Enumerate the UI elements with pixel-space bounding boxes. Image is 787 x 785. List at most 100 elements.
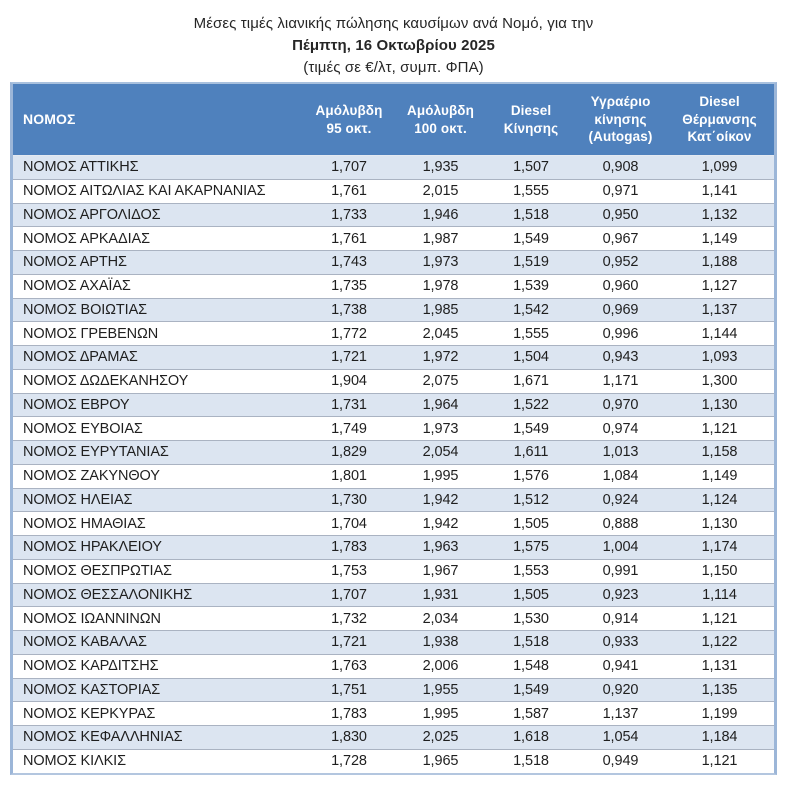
price-cell: 0,974 (576, 416, 665, 441)
prefecture-name: ΝΟΜΟΣ ΔΡΑΜΑΣ (13, 345, 303, 370)
price-cell: 1,935 (395, 155, 486, 180)
table-row: ΝΟΜΟΣ ΔΩΔΕΚΑΝΗΣΟΥ 1,904 2,075 1,671 1,171 1,3… (13, 368, 774, 393)
price-cell: 1,199 (665, 701, 774, 726)
price-cell: 1,512 (486, 487, 576, 512)
price-cell: 1,965 (395, 748, 486, 773)
price-cell: 1,721 (303, 345, 395, 370)
table-row: ΝΟΜΟΣ ΚΕΦΑΛΛΗΝΙΑΣ 1,830 2,025 1,618 1,054 1,1… (13, 725, 774, 750)
price-cell: 0,933 (576, 630, 665, 655)
price-cell: 2,054 (395, 440, 486, 465)
price-cell: 1,084 (576, 463, 665, 488)
column-header-2: Αμόλυβδη 100 οκτ. (395, 84, 486, 156)
prefecture-name: ΝΟΜΟΣ ΔΩΔΕΚΑΝΗΣΟΥ (13, 368, 303, 393)
prefecture-name: ΝΟΜΟΣ ΚΙΛΚΙΣ (13, 748, 303, 773)
prefecture-name: ΝΟΜΟΣ ΑΤΤΙΚΗΣ (13, 155, 303, 180)
table-row: ΝΟΜΟΣ ΖΑΚΥΝΘΟΥ 1,801 1,995 1,576 1,084 1,149 (13, 463, 774, 488)
price-cell: 1,135 (665, 677, 774, 702)
prefecture-name: ΝΟΜΟΣ ΑΙΤΩΛΙΑΣ ΚΑΙ ΑΚΑΡΝΑΝΙΑΣ (13, 178, 303, 203)
price-cell: 1,931 (395, 582, 486, 607)
price-cell: 1,518 (486, 748, 576, 773)
price-cell: 1,830 (303, 725, 395, 750)
price-cell: 1,733 (303, 202, 395, 227)
price-cell: 1,507 (486, 155, 576, 180)
price-cell: 1,671 (486, 368, 576, 393)
price-cell: 1,149 (665, 463, 774, 488)
price-cell: 2,025 (395, 725, 486, 750)
prefecture-name: ΝΟΜΟΣ ΑΡΤΗΣ (13, 250, 303, 275)
price-cell: 1,519 (486, 250, 576, 275)
prefecture-name: ΝΟΜΟΣ ΑΡΓΟΛΙΔΟΣ (13, 202, 303, 227)
column-header-5: Diesel Θέρμανσης Κατ΄οίκον (665, 84, 774, 156)
column-header-1: Αμόλυβδη 95 οκτ. (303, 84, 395, 156)
price-cell: 1,530 (486, 606, 576, 631)
prefecture-name: ΝΟΜΟΣ ΚΕΦΑΛΛΗΝΙΑΣ (13, 725, 303, 750)
prefecture-name: ΝΟΜΟΣ ΕΒΡΟΥ (13, 392, 303, 417)
price-cell: 1,137 (665, 297, 774, 322)
price-cell: 1,995 (395, 463, 486, 488)
price-cell: 0,914 (576, 606, 665, 631)
price-cell: 1,743 (303, 250, 395, 275)
prefecture-name: ΝΟΜΟΣ ΚΑΒΑΛΑΣ (13, 630, 303, 655)
price-cell: 1,985 (395, 297, 486, 322)
price-cell: 1,942 (395, 487, 486, 512)
price-cell: 1,518 (486, 630, 576, 655)
price-cell: 1,144 (665, 321, 774, 346)
prefecture-name: ΝΟΜΟΣ ΘΕΣΣΑΛΟΝΙΚΗΣ (13, 582, 303, 607)
price-cell: 1,964 (395, 392, 486, 417)
table-row: ΝΟΜΟΣ ΚΑΣΤΟΡΙΑΣ 1,751 1,955 1,549 0,920 1,135 (13, 677, 774, 702)
price-cell: 1,549 (486, 677, 576, 702)
price-cell: 1,504 (486, 345, 576, 370)
table-row: ΝΟΜΟΣ ΑΡΚΑΔΙΑΣ 1,761 1,987 1,549 0,967 1,149 (13, 226, 774, 251)
price-cell: 1,188 (665, 250, 774, 275)
prefecture-name: ΝΟΜΟΣ ΑΡΚΑΔΙΑΣ (13, 226, 303, 251)
price-cell: 1,987 (395, 226, 486, 251)
prefecture-name: ΝΟΜΟΣ ΚΕΡΚΥΡΑΣ (13, 701, 303, 726)
table-row: ΝΟΜΟΣ ΘΕΣΣΑΛΟΝΙΚΗΣ 1,707 1,931 1,505 0,923 1,… (13, 582, 774, 607)
price-cell: 0,971 (576, 178, 665, 203)
price-cell: 1,121 (665, 416, 774, 441)
report-date: Πέμπτη, 16 Οκτωβρίου 2025 (292, 37, 495, 54)
report-unit-note: (τιμές σε €/λτ, συμπ. ΦΠΑ) (303, 59, 484, 76)
price-cell: 1,184 (665, 725, 774, 750)
table-row: ΝΟΜΟΣ ΑΡΓΟΛΙΔΟΣ 1,733 1,946 1,518 0,950 1,132 (13, 202, 774, 227)
column-header-4: Υγραέριο κίνησης (Autogas) (576, 84, 665, 156)
prefecture-name: ΝΟΜΟΣ ΗΛΕΙΑΣ (13, 487, 303, 512)
price-cell: 0,924 (576, 487, 665, 512)
price-cell: 1,611 (486, 440, 576, 465)
price-cell: 1,938 (395, 630, 486, 655)
column-header-3: Diesel Κίνησης (486, 84, 576, 156)
price-cell: 1,555 (486, 321, 576, 346)
price-cell: 0,969 (576, 297, 665, 322)
price-cell: 1,904 (303, 368, 395, 393)
price-cell: 2,006 (395, 653, 486, 678)
price-cell: 1,721 (303, 630, 395, 655)
price-cell: 1,735 (303, 273, 395, 298)
price-cell: 1,054 (576, 725, 665, 750)
prefecture-name: ΝΟΜΟΣ ΒΟΙΩΤΙΑΣ (13, 297, 303, 322)
price-cell: 1,300 (665, 368, 774, 393)
price-cell: 1,761 (303, 178, 395, 203)
price-cell: 1,763 (303, 653, 395, 678)
table-row: ΝΟΜΟΣ ΚΙΛΚΙΣ 1,728 1,965 1,518 0,949 1,121 (13, 748, 774, 773)
table-row: ΝΟΜΟΣ ΑΤΤΙΚΗΣ 1,707 1,935 1,507 0,908 1,099 (13, 155, 774, 180)
price-cell: 0,952 (576, 250, 665, 275)
price-cell: 1,942 (395, 511, 486, 536)
price-cell: 1,978 (395, 273, 486, 298)
table-body: ΝΟΜΟΣ ΑΤΤΙΚΗΣ 1,707 1,935 1,507 0,908 1,099 ΝΟ… (13, 155, 774, 773)
table-row: ΝΟΜΟΣ ΕΥΡΥΤΑΝΙΑΣ 1,829 2,054 1,611 1,013 1,15… (13, 440, 774, 465)
price-cell: 1,967 (395, 558, 486, 583)
price-cell: 1,732 (303, 606, 395, 631)
price-cell: 1,587 (486, 701, 576, 726)
price-cell: 0,923 (576, 582, 665, 607)
column-header-0: ΝΟΜΟΣ (13, 84, 303, 156)
price-cell: 1,114 (665, 582, 774, 607)
price-cell: 1,549 (486, 226, 576, 251)
table-row: ΝΟΜΟΣ ΚΕΡΚΥΡΑΣ 1,783 1,995 1,587 1,137 1,199 (13, 701, 774, 726)
price-cell: 1,505 (486, 511, 576, 536)
price-cell: 0,949 (576, 748, 665, 773)
prefecture-name: ΝΟΜΟΣ ΚΑΡΔΙΤΣΗΣ (13, 653, 303, 678)
table-row: ΝΟΜΟΣ ΗΜΑΘΙΑΣ 1,704 1,942 1,505 0,888 1,130 (13, 511, 774, 536)
price-cell: 1,505 (486, 582, 576, 607)
price-cell: 1,518 (486, 202, 576, 227)
price-cell: 1,542 (486, 297, 576, 322)
